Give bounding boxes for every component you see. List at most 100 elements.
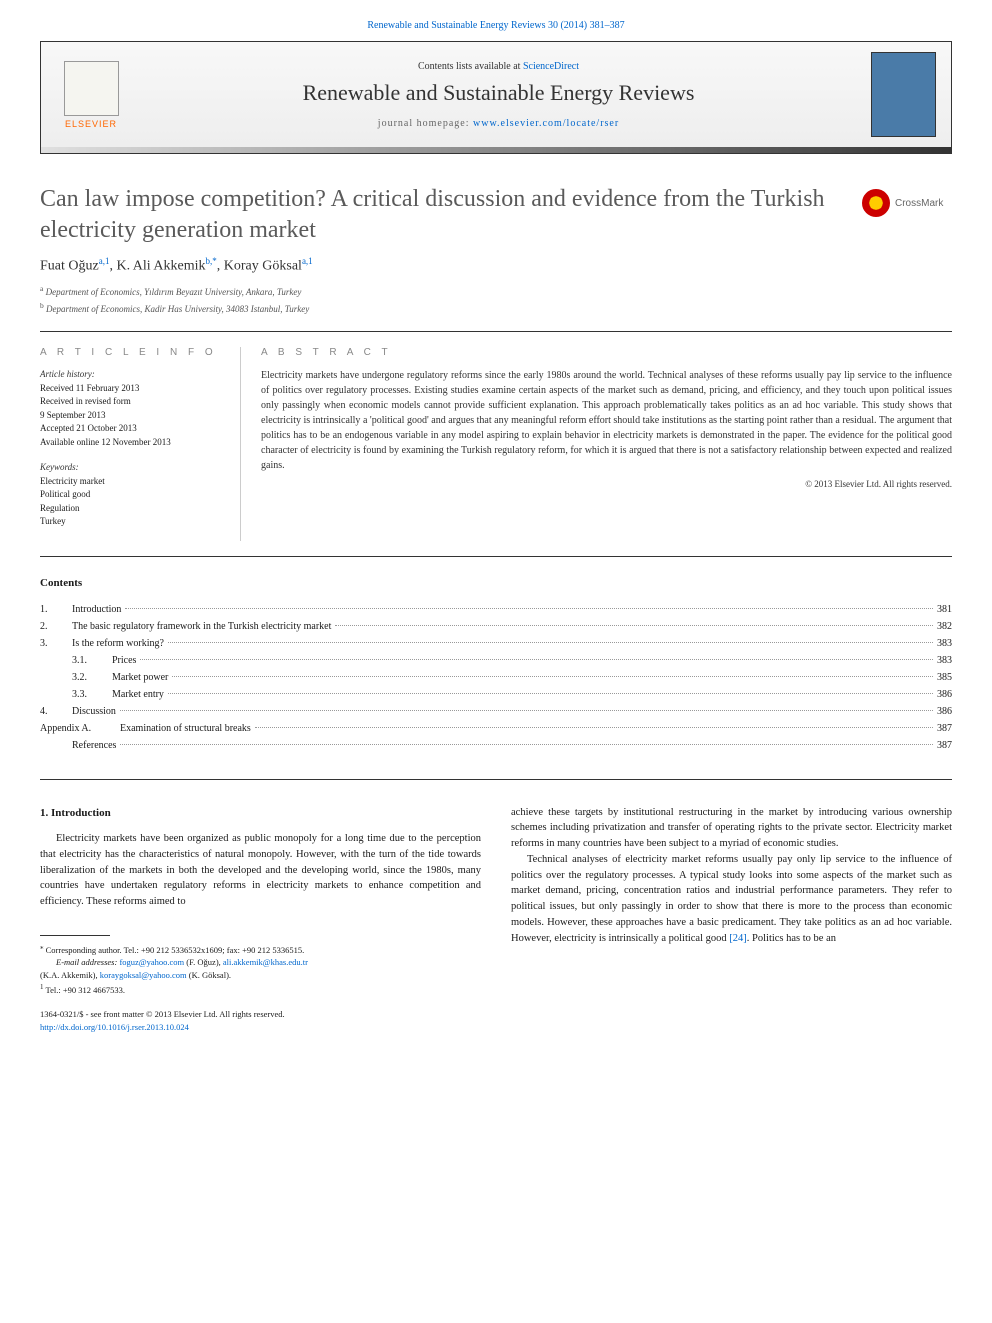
journal-header: ELSEVIER Contents lists available at Sci… — [40, 41, 952, 154]
author-1[interactable]: Fuat Oğuz — [40, 259, 99, 274]
toc-leader-dots — [125, 608, 933, 609]
toc-leader-dots — [120, 744, 933, 745]
fn1-text: Tel.: +90 312 4667533. — [45, 985, 125, 995]
author-1-affil: a,1 — [99, 256, 110, 266]
p2-text: Technical analyses of electricity market… — [511, 854, 952, 944]
toc-item[interactable]: 3.3.Market entry386 — [40, 686, 952, 703]
email-1[interactable]: foguz@yahoo.com — [119, 957, 184, 967]
toc-number: 3.3. — [72, 686, 112, 703]
crossmark-badge[interactable]: CrossMark — [862, 189, 952, 217]
abstract-copyright: © 2013 Elsevier Ltd. All rights reserved… — [261, 479, 952, 489]
section-1-heading: 1. Introduction — [40, 805, 481, 822]
intro-paragraph-2: Technical analyses of electricity market… — [511, 852, 952, 947]
author-3[interactable]: Koray Göksal — [224, 259, 302, 274]
toc-label: Introduction — [72, 601, 121, 618]
toc-label: Market power — [112, 669, 168, 686]
toc-item[interactable]: 3.1.Prices 383 — [40, 652, 952, 669]
email-2[interactable]: ali.akkemik@khas.edu.tr — [223, 957, 308, 967]
toc-page: 387 — [937, 720, 952, 737]
toc-leader-dots — [140, 659, 933, 660]
toc-page: 386 — [937, 703, 952, 720]
toc-leader-dots — [172, 676, 933, 677]
abstract-text: Electricity markets have undergone regul… — [261, 368, 952, 473]
table-of-contents: Contents 1.Introduction3812.The basic re… — [40, 577, 952, 754]
elsevier-logo[interactable]: ELSEVIER — [56, 55, 126, 135]
intro-paragraph-1-cont: achieve these targets by institutional r… — [511, 805, 952, 852]
sciencedirect-line: Contents lists available at ScienceDirec… — [146, 61, 851, 72]
toc-leader-dots — [255, 727, 933, 728]
toc-label: References — [72, 737, 116, 754]
crossmark-icon — [862, 189, 890, 217]
article-info-column: A R T I C L E I N F O Article history: R… — [40, 347, 240, 541]
toc-label: Is the reform working? — [72, 635, 164, 652]
footnotes: ⁎ Corresponding author. Tel.: +90 212 53… — [40, 942, 481, 997]
keyword: Electricity market — [40, 475, 220, 489]
authors-line: Fuat Oğuza,1, K. Ali Akkemikb,*, Koray G… — [40, 256, 952, 275]
p2-text-end: . Politics has to be an — [747, 933, 836, 944]
toc-item[interactable]: Appendix A.Examination of structural bre… — [40, 720, 952, 737]
email-2-name: (K.A. Akkemik) — [40, 970, 95, 980]
intro-paragraph-1: Electricity markets have been organized … — [40, 831, 481, 910]
keywords-label: Keywords: — [40, 461, 220, 475]
toc-number: 1. — [40, 601, 72, 618]
abstract-heading: A B S T R A C T — [261, 347, 952, 358]
toc-item[interactable]: 2.The basic regulatory framework in the … — [40, 618, 952, 635]
article-info-heading: A R T I C L E I N F O — [40, 347, 220, 358]
email-3[interactable]: koraygoksal@yahoo.com — [100, 970, 187, 980]
toc-label: Market entry — [112, 686, 164, 703]
journal-name: Renewable and Sustainable Energy Reviews — [146, 80, 851, 106]
elsevier-tree-icon — [64, 61, 119, 116]
contents-prefix: Contents lists available at — [418, 61, 523, 72]
header-gradient-bar — [41, 147, 951, 153]
toc-number: 3. — [40, 635, 72, 652]
toc-leader-dots — [335, 625, 933, 626]
body-column-left: 1. Introduction Electricity markets have… — [40, 805, 481, 1034]
email-label: E-mail addresses: — [56, 957, 117, 967]
corresponding-marker: * — [212, 256, 217, 266]
toc-page: 383 — [937, 635, 952, 652]
doi-link[interactable]: http://dx.doi.org/10.1016/j.rser.2013.10… — [40, 1022, 189, 1032]
toc-item[interactable]: References387 — [40, 737, 952, 754]
keyword: Regulation — [40, 502, 220, 516]
toc-label: Discussion — [72, 703, 116, 720]
toc-label: The basic regulatory framework in the Tu… — [72, 618, 331, 635]
toc-item[interactable]: 1.Introduction381 — [40, 601, 952, 618]
online-date: Available online 12 November 2013 — [40, 436, 220, 450]
journal-reference: Renewable and Sustainable Energy Reviews… — [40, 20, 952, 31]
history-label: Article history: — [40, 368, 220, 382]
keyword: Political good — [40, 488, 220, 502]
abstract-column: A B S T R A C T Electricity markets have… — [240, 347, 952, 541]
homepage-prefix: journal homepage: — [378, 118, 473, 129]
corr-author-note: Corresponding author. Tel.: +90 212 5336… — [46, 945, 305, 955]
revised-line2: 9 September 2013 — [40, 409, 220, 423]
toc-item[interactable]: 3.2.Market power 385 — [40, 669, 952, 686]
toc-number: 3.2. — [72, 669, 112, 686]
fn1-marker: 1 — [40, 983, 44, 991]
crossmark-label: CrossMark — [895, 198, 943, 209]
toc-number: Appendix A. — [40, 720, 120, 737]
toc-leader-dots — [168, 642, 933, 643]
reference-link-24[interactable]: [24] — [729, 933, 747, 944]
corr-marker: ⁎ — [40, 943, 44, 951]
issn-line: 1364-0321/$ - see front matter © 2013 El… — [40, 1008, 481, 1021]
affiliation-b: Department of Economics, Kadir Has Unive… — [46, 304, 309, 314]
toc-page: 385 — [937, 669, 952, 686]
toc-page: 383 — [937, 652, 952, 669]
toc-number: 3.1. — [72, 652, 112, 669]
toc-label: Examination of structural breaks — [120, 720, 251, 737]
sciencedirect-link[interactable]: ScienceDirect — [523, 61, 579, 72]
homepage-link[interactable]: www.elsevier.com/locate/rser — [473, 118, 619, 129]
revised-line1: Received in revised form — [40, 395, 220, 409]
contents-heading: Contents — [40, 577, 952, 589]
toc-number: 2. — [40, 618, 72, 635]
toc-label: Prices — [112, 652, 136, 669]
email-1-name: (F. Oğuz) — [186, 957, 218, 967]
elsevier-wordmark: ELSEVIER — [65, 119, 117, 129]
toc-item[interactable]: 3.Is the reform working? 383 — [40, 635, 952, 652]
author-3-affil: a,1 — [302, 256, 313, 266]
affiliation-a: Department of Economics, Yıldırım Beyazı… — [46, 287, 302, 297]
toc-item[interactable]: 4.Discussion386 — [40, 703, 952, 720]
toc-leader-dots — [168, 693, 933, 694]
author-2[interactable]: K. Ali Akkemik — [116, 259, 205, 274]
journal-cover-thumbnail — [871, 52, 936, 137]
